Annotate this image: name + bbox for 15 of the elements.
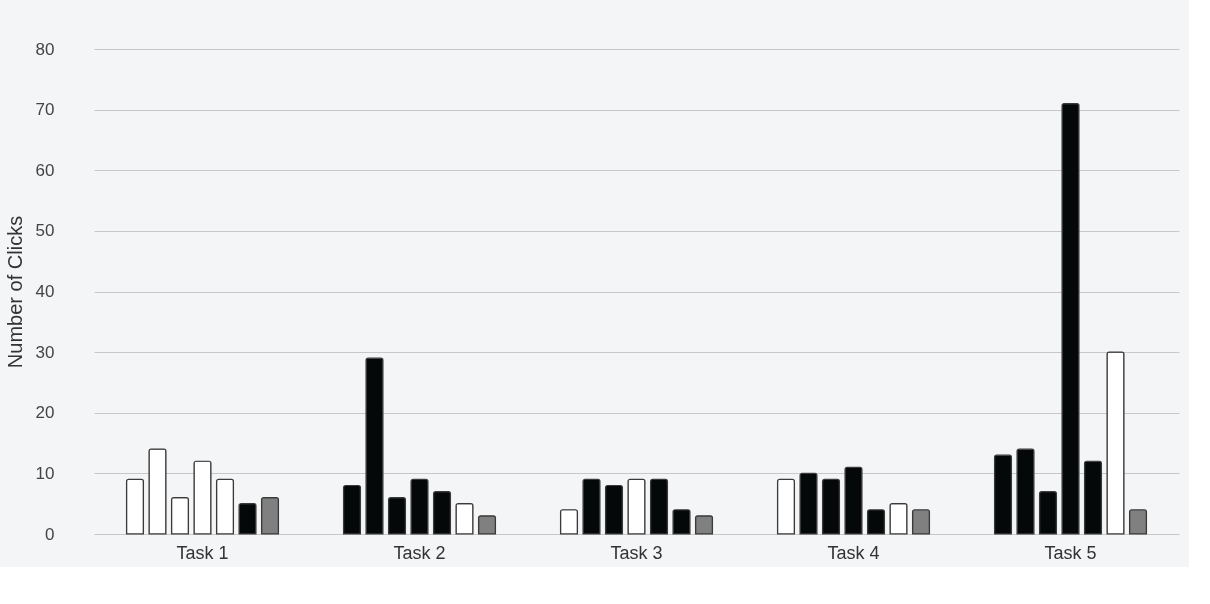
y-tick-label: 10 xyxy=(35,463,55,483)
y-tick-label: 0 xyxy=(45,524,55,544)
y-tick-label: 20 xyxy=(35,403,55,423)
y-tick-label: 60 xyxy=(35,160,55,180)
x-tick-label: Task 4 xyxy=(827,542,880,563)
x-tick-label: Task 1 xyxy=(176,542,229,563)
y-tick-label: 30 xyxy=(35,342,55,362)
y-tick-label: 80 xyxy=(35,39,55,59)
x-tick-label: Task 3 xyxy=(610,542,663,563)
y-tick-label: 50 xyxy=(35,221,55,241)
y-tick-label: 40 xyxy=(35,282,55,301)
y-axis-title: Number of Clicks xyxy=(3,215,26,369)
x-tick-label: Task 5 xyxy=(1044,542,1097,563)
y-tick-label: 70 xyxy=(35,100,55,120)
x-tick-label: Task 2 xyxy=(393,542,446,563)
